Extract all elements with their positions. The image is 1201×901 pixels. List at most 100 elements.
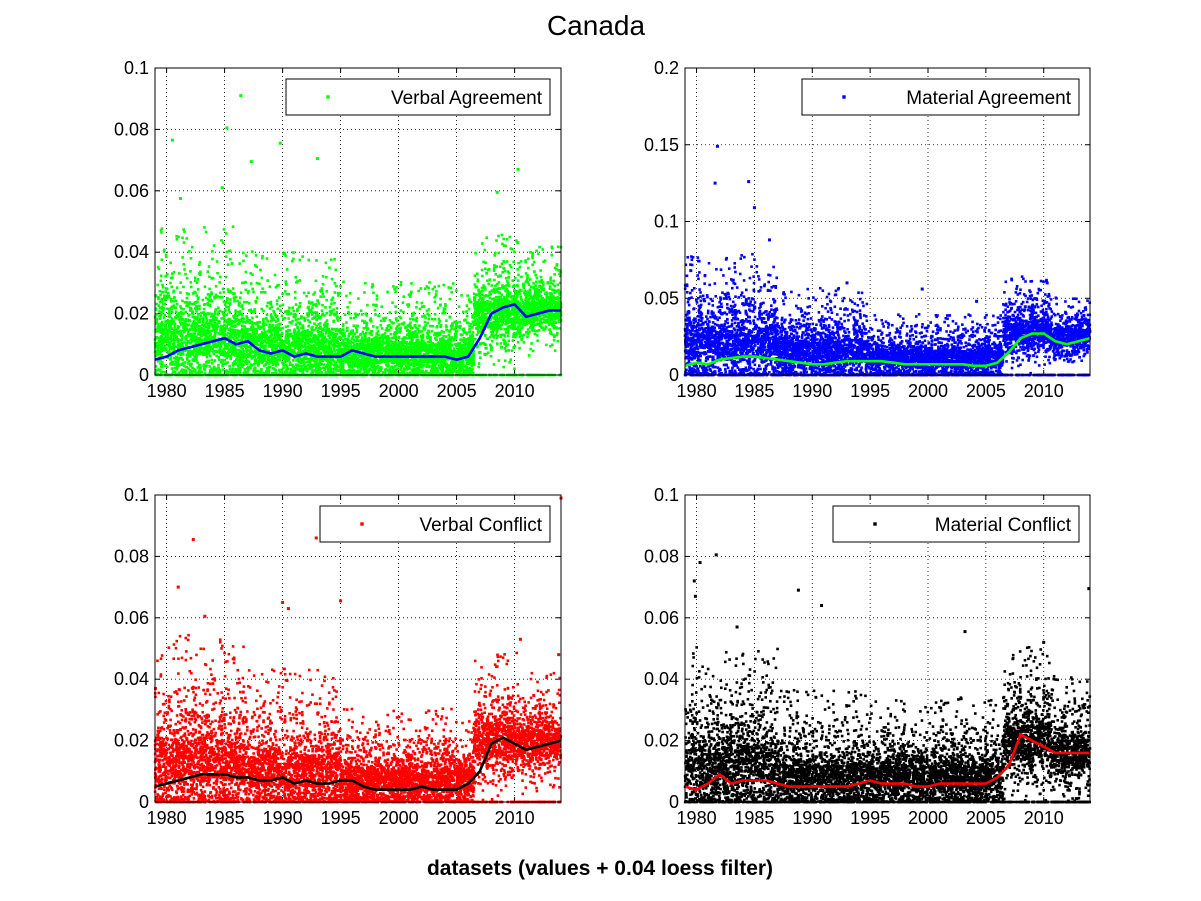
scatter-point bbox=[266, 330, 270, 333]
scatter-point bbox=[267, 345, 271, 348]
scatter-point bbox=[269, 335, 272, 339]
scatter-point bbox=[312, 303, 315, 307]
scatter-point bbox=[337, 358, 340, 361]
scatter-point bbox=[197, 296, 200, 299]
scatter-point bbox=[228, 303, 232, 306]
scatter-point bbox=[208, 365, 211, 368]
scatter-point bbox=[293, 370, 297, 373]
scatter-point bbox=[159, 313, 163, 317]
scatter-point bbox=[298, 279, 302, 282]
scatter-point bbox=[332, 328, 335, 331]
scatter-point bbox=[265, 323, 268, 326]
scatter-point bbox=[323, 351, 326, 355]
scatter-point bbox=[217, 350, 221, 353]
scatter-point bbox=[217, 364, 220, 367]
scatter-point bbox=[207, 265, 211, 268]
scatter-point bbox=[253, 264, 257, 267]
scatter-point bbox=[192, 347, 196, 351]
scatter-point bbox=[324, 261, 328, 265]
scatter-point bbox=[247, 309, 251, 312]
scatter-point bbox=[252, 367, 256, 371]
scatter-point bbox=[248, 345, 251, 349]
scatter-point bbox=[202, 348, 206, 352]
scatter-point bbox=[199, 270, 202, 274]
scatter-point bbox=[257, 369, 260, 373]
scatter-point bbox=[163, 325, 167, 329]
scatter-point bbox=[213, 369, 217, 373]
scatter-point bbox=[172, 319, 175, 323]
scatter-point bbox=[455, 354, 459, 357]
scatter-point bbox=[155, 320, 158, 324]
scatter-point bbox=[269, 327, 273, 330]
scatter-point bbox=[158, 300, 162, 304]
scatter-point bbox=[297, 346, 301, 350]
scatter-point bbox=[244, 347, 248, 351]
scatter-point bbox=[215, 354, 218, 358]
scatter-point bbox=[270, 360, 274, 364]
scatter-point bbox=[320, 347, 324, 350]
scatter-point bbox=[208, 303, 211, 307]
scatter-point bbox=[185, 327, 188, 330]
scatter-point bbox=[163, 345, 167, 348]
scatter-point bbox=[310, 344, 314, 348]
scatter-point bbox=[249, 354, 253, 358]
x-tick-label: 1990 bbox=[263, 381, 303, 401]
scatter-point bbox=[166, 332, 170, 336]
scatter-point bbox=[169, 306, 172, 310]
scatter-point bbox=[317, 322, 321, 326]
scatter-point bbox=[414, 318, 418, 322]
scatter-point bbox=[305, 360, 309, 364]
scatter-point bbox=[246, 367, 249, 370]
scatter-point bbox=[331, 358, 334, 361]
scatter-point bbox=[305, 335, 308, 338]
scatter-point bbox=[175, 367, 178, 370]
scatter-point bbox=[208, 371, 212, 375]
scatter-point bbox=[160, 363, 164, 366]
scatter-point bbox=[328, 347, 331, 351]
scatter-point bbox=[308, 344, 311, 347]
scatter-point bbox=[265, 317, 268, 321]
scatter-point bbox=[223, 350, 227, 354]
scatter-point bbox=[195, 359, 198, 363]
scatter-point bbox=[368, 319, 372, 322]
scatter-point bbox=[327, 344, 331, 347]
scatter-point bbox=[196, 361, 199, 365]
scatter-point bbox=[194, 329, 197, 332]
scatter-point bbox=[218, 321, 221, 324]
scatter-point bbox=[292, 313, 296, 316]
scatter-point bbox=[266, 301, 270, 305]
scatter-point bbox=[240, 336, 244, 340]
scatter-point bbox=[161, 339, 164, 342]
scatter-point bbox=[227, 370, 231, 374]
scatter-point bbox=[318, 347, 321, 350]
scatter-point bbox=[250, 310, 253, 314]
scatter-point bbox=[316, 350, 320, 354]
scatter-point bbox=[284, 254, 287, 258]
scatter-point bbox=[287, 353, 290, 357]
scatter-point bbox=[433, 313, 437, 316]
scatter-point bbox=[196, 349, 199, 353]
scatter-point bbox=[385, 327, 389, 330]
scatter-point bbox=[232, 349, 236, 353]
scatter-point bbox=[298, 258, 302, 262]
scatter-point bbox=[396, 367, 399, 370]
scatter-point bbox=[383, 332, 387, 335]
scatter-point bbox=[307, 357, 311, 361]
scatter-point bbox=[240, 304, 244, 307]
scatter-point bbox=[240, 362, 243, 365]
scatter-point bbox=[242, 329, 246, 332]
scatter-point bbox=[189, 270, 192, 273]
scatter-point bbox=[181, 346, 185, 349]
scatter-point bbox=[330, 298, 333, 302]
scatter-point bbox=[271, 349, 275, 353]
scatter-point bbox=[162, 296, 166, 300]
scatter-point bbox=[245, 343, 249, 346]
scatter-point bbox=[328, 365, 332, 368]
scatter-point bbox=[249, 308, 253, 312]
scatter-point bbox=[319, 295, 322, 298]
scatter-point bbox=[248, 328, 251, 331]
scatter-point bbox=[245, 254, 248, 258]
scatter-point bbox=[426, 340, 430, 344]
scatter-point bbox=[191, 302, 194, 306]
scatter-point bbox=[292, 315, 296, 319]
